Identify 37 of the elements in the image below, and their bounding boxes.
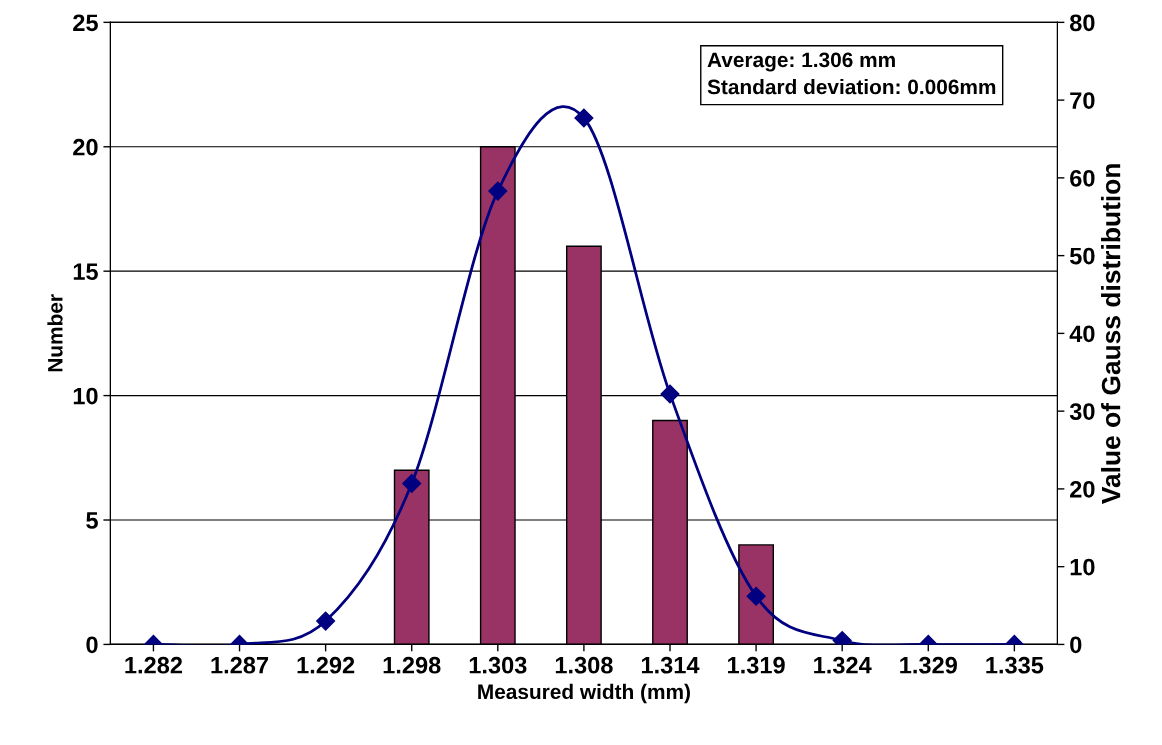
x-tick-label: 1.335 xyxy=(986,656,1044,674)
y2-tick-label: 10 xyxy=(1070,558,1095,576)
x-tick-label: 1.282 xyxy=(125,656,183,674)
annotation: Standard deviation: 0.006mm xyxy=(707,79,996,95)
point xyxy=(660,384,680,404)
y2-tick-label: 80 xyxy=(1069,14,1095,32)
x-tick-label: 1.319 xyxy=(728,656,785,674)
y2-tick-label: 60 xyxy=(1070,169,1095,187)
point xyxy=(316,611,336,631)
y2-tick-label: 70 xyxy=(1070,92,1095,109)
y-axis-title: Number xyxy=(47,294,63,372)
x-tick-label: 1.329 xyxy=(900,656,957,674)
y2-tick-label: 0 xyxy=(1070,636,1082,654)
x-tick-label: 1.324 xyxy=(814,656,872,674)
y-tick-label: 20 xyxy=(73,138,98,156)
point xyxy=(402,473,422,493)
point xyxy=(488,181,508,201)
point xyxy=(574,108,594,128)
y2-tick-label: 30 xyxy=(1069,403,1095,420)
x-axis-title: Measured width (mm) xyxy=(478,683,690,704)
x-tick-label: 1.298 xyxy=(383,656,441,674)
annotation: Average: 1.306 mm xyxy=(707,52,895,72)
y-tick-label: 15 xyxy=(73,263,98,280)
y2-tick-label: 40 xyxy=(1069,325,1095,343)
x-tick-label: 1.292 xyxy=(297,656,355,674)
y2-axis-title: Value of Gauss distribution xyxy=(1101,164,1121,505)
y2-tick-label: 50 xyxy=(1069,247,1095,265)
y-tick-label: 10 xyxy=(73,387,98,405)
point xyxy=(746,586,766,606)
x-tick-label: 1.287 xyxy=(211,656,269,674)
y-tick-label: 25 xyxy=(73,14,98,32)
x-tick-label: 1.314 xyxy=(641,656,700,674)
x-tick-label: 1.303 xyxy=(469,656,527,674)
y-tick-label: 0 xyxy=(86,636,98,654)
y-tick-label: 5 xyxy=(86,512,98,529)
y2-tick-label: 20 xyxy=(1070,480,1095,498)
x-tick-label: 1.308 xyxy=(555,656,613,674)
